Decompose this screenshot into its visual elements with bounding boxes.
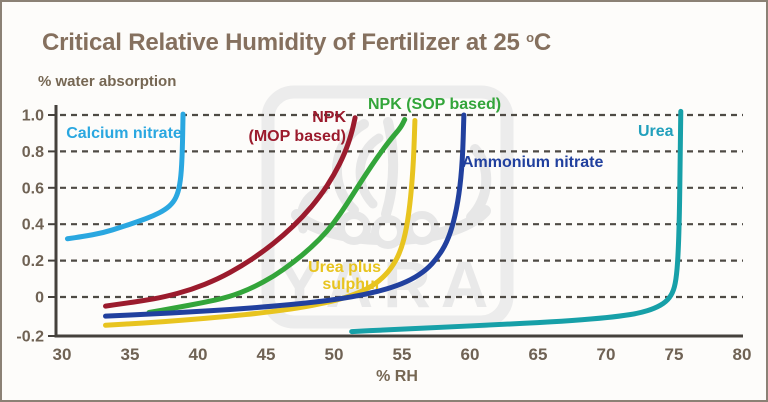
x-tick-label: 60 xyxy=(461,345,480,364)
x-tick-label: 55 xyxy=(393,345,412,364)
x-tick-label: 65 xyxy=(529,345,548,364)
x-tick-label: 35 xyxy=(121,345,140,364)
curve-npk-mop-based xyxy=(103,115,358,309)
x-tick-label: 75 xyxy=(665,345,684,364)
x-tick-label: 50 xyxy=(325,345,344,364)
y-tick-label: 1.0 xyxy=(22,108,44,125)
y-tick-label: 0.4 xyxy=(22,217,44,234)
curve-label-urea: Urea xyxy=(638,123,674,140)
watermark-ship-stroke xyxy=(355,133,384,209)
x-tick-label: 30 xyxy=(53,345,72,364)
y-tick-label: 0.8 xyxy=(22,144,44,161)
watermark-ship-stroke xyxy=(466,144,492,222)
chart-title-unit: C xyxy=(533,29,551,56)
curve-urea xyxy=(349,108,684,335)
curve-label-npk-mop-based: (MOP based) xyxy=(249,128,347,145)
watermark-shield xyxy=(337,211,371,245)
curve-calcium-nitrate xyxy=(64,111,186,242)
chart-title-text: Critical Relative Humidity of Fertilizer… xyxy=(42,29,527,56)
curve-label-urea-plus-sulphur: sulphur xyxy=(322,276,381,293)
curve-npk-sop-based xyxy=(146,117,408,315)
gridlines xyxy=(60,113,743,299)
watermark-shield xyxy=(405,211,439,245)
degree-superscript: o xyxy=(526,30,534,45)
curve-label-ammonium-nitrate: Ammonium nitrate xyxy=(462,154,603,171)
y-tick-label: 0.6 xyxy=(22,180,44,197)
x-tick-label: 40 xyxy=(189,345,208,364)
x-axis-title: % RH xyxy=(376,368,418,385)
watermark-ship-stroke xyxy=(381,117,398,219)
curve-label-calcium-nitrate: Calcium nitrate xyxy=(66,125,182,142)
watermark-shield xyxy=(371,215,405,249)
curve-label-npk-sop-based: NPK (SOP based) xyxy=(368,96,501,113)
curve-labels: Calcium nitrate NPK (MOP based) NPK (SOP ba… xyxy=(66,96,673,293)
x-tick-label: 70 xyxy=(597,345,616,364)
watermark-text: YARA xyxy=(278,247,499,321)
curves xyxy=(64,108,684,335)
y-tick-label: 0 xyxy=(35,290,44,307)
curve-label-urea-plus-sulphur: Urea plus xyxy=(308,259,381,276)
curve-label-npk-mop-based: NPK xyxy=(312,109,346,126)
y-tick-label: -0.2 xyxy=(16,329,44,346)
curve-ammonium-nitrate xyxy=(103,112,467,319)
x-tick-label: 45 xyxy=(257,345,276,364)
axes: 1.0 0.8 0.6 0.4 0.2 0 -0.2 30 35 40 45 50 55 60 65 70 75… xyxy=(16,105,751,364)
x-tick-label: 80 xyxy=(733,345,752,364)
y-tick-label: 0.2 xyxy=(22,253,44,270)
chart-title: Critical Relative Humidity of Fertilizer… xyxy=(42,29,551,57)
y-axis-title: % water absorption xyxy=(38,73,177,90)
